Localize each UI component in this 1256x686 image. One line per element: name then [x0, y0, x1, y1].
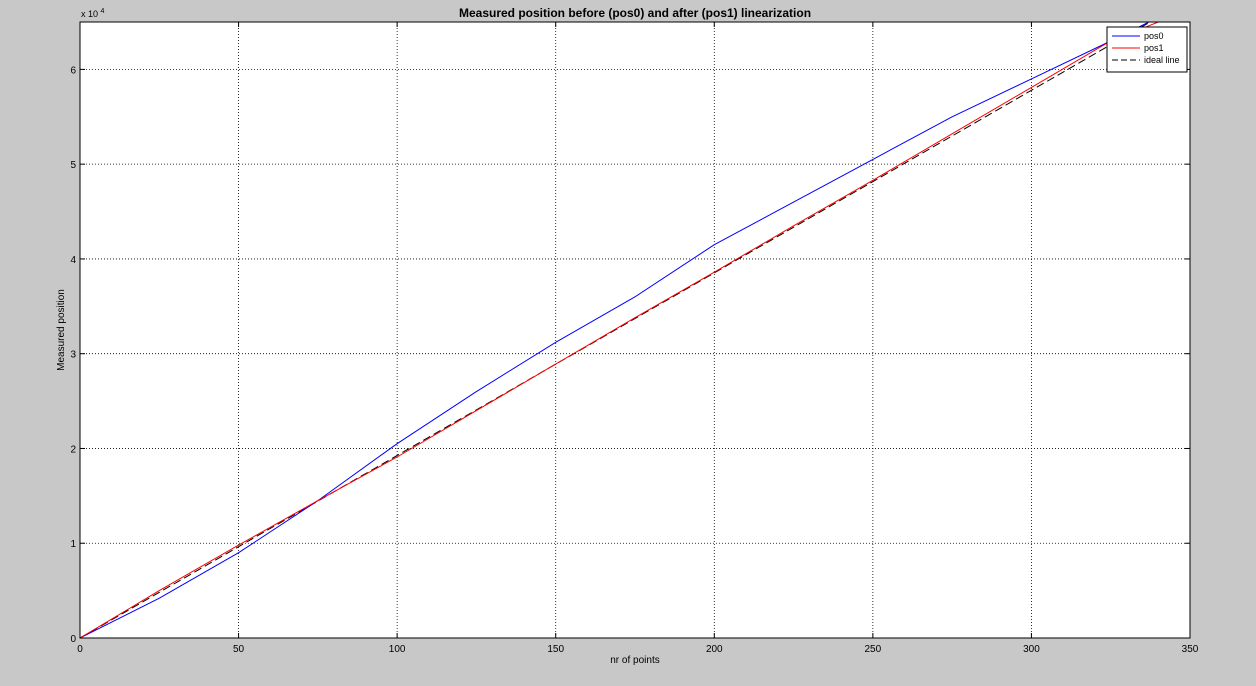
y-tick-label: 6	[70, 65, 76, 76]
plot-area	[80, 22, 1190, 638]
y-axis-exponent: x 10 4	[81, 8, 105, 19]
x-tick-label: 50	[233, 644, 245, 655]
series-lines	[80, 22, 1159, 638]
plot-frame	[79, 21, 1191, 639]
series-line-pos1	[80, 22, 1159, 638]
y-axis-exponent-base: x 10	[81, 9, 98, 19]
y-tick-label: 1	[70, 539, 76, 550]
y-axis-exponent-power: 4	[101, 8, 105, 15]
legend-box	[1106, 26, 1188, 73]
x-tick-label: 100	[389, 644, 406, 655]
x-tick-label: 300	[1023, 644, 1040, 655]
y-tick-label: 0	[70, 634, 76, 645]
y-tick-label: 2	[70, 444, 76, 455]
grid-lines	[80, 22, 1190, 638]
y-tick-label: 4	[70, 255, 76, 266]
legend-label-pos0: pos0	[1144, 31, 1164, 41]
series-line-pos0	[80, 22, 1150, 638]
y-tick-label: 5	[70, 160, 76, 171]
y-axis-label: Measured position	[56, 289, 67, 371]
x-tick-label: 150	[547, 644, 564, 655]
legend: pos0 pos1 ideal line	[1106, 26, 1188, 73]
chart-title: Measured position before (pos0) and afte…	[459, 6, 811, 20]
x-tick-label: 250	[865, 644, 882, 655]
x-tick-label: 0	[77, 644, 83, 655]
x-tick-label: 350	[1182, 644, 1199, 655]
x-axis-label: nr of points	[610, 655, 659, 666]
legend-label-ideal-line: ideal line	[1144, 55, 1180, 65]
legend-label-pos1: pos1	[1144, 43, 1164, 53]
axis-ticks: 0 50 100 150 200 250 300 350 0 1 2 3 4 5 6	[70, 22, 1199, 655]
x-tick-label: 200	[706, 644, 723, 655]
series-line-ideal-line	[80, 22, 1152, 638]
y-tick-label: 3	[70, 350, 76, 361]
